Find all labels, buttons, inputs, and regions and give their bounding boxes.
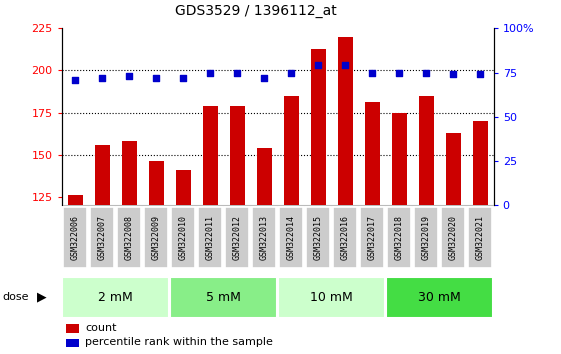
- FancyBboxPatch shape: [278, 277, 385, 318]
- Point: [367, 70, 376, 75]
- Text: GSM322016: GSM322016: [341, 215, 350, 260]
- Point: [206, 70, 215, 75]
- Bar: [473, 121, 488, 354]
- Point: [179, 75, 188, 81]
- Point: [98, 75, 107, 81]
- Bar: [365, 103, 380, 354]
- Bar: [149, 161, 164, 354]
- Bar: [66, 324, 79, 333]
- Text: GSM322008: GSM322008: [125, 215, 134, 260]
- Point: [314, 63, 323, 68]
- FancyBboxPatch shape: [415, 207, 438, 268]
- Bar: [284, 96, 298, 354]
- FancyBboxPatch shape: [333, 207, 357, 268]
- FancyBboxPatch shape: [387, 207, 411, 268]
- FancyBboxPatch shape: [62, 277, 169, 318]
- Text: GSM322021: GSM322021: [476, 215, 485, 260]
- Point: [151, 75, 160, 81]
- FancyBboxPatch shape: [117, 207, 141, 268]
- Text: GSM322015: GSM322015: [314, 215, 323, 260]
- Text: dose: dose: [3, 292, 29, 302]
- FancyBboxPatch shape: [442, 207, 465, 268]
- Point: [341, 63, 350, 68]
- Text: GSM322013: GSM322013: [260, 215, 269, 260]
- Text: GSM322011: GSM322011: [206, 215, 215, 260]
- Text: GSM322007: GSM322007: [98, 215, 107, 260]
- FancyBboxPatch shape: [386, 277, 494, 318]
- FancyBboxPatch shape: [63, 207, 87, 268]
- Text: GSM322017: GSM322017: [367, 215, 376, 260]
- Bar: [68, 195, 82, 354]
- Text: 2 mM: 2 mM: [98, 291, 133, 304]
- FancyBboxPatch shape: [199, 207, 222, 268]
- Bar: [176, 170, 191, 354]
- Bar: [311, 48, 325, 354]
- Point: [476, 72, 485, 77]
- Text: 10 mM: 10 mM: [310, 291, 353, 304]
- Point: [125, 73, 134, 79]
- Text: GDS3529 / 1396112_at: GDS3529 / 1396112_at: [175, 4, 337, 18]
- Text: GSM322018: GSM322018: [395, 215, 404, 260]
- Text: GSM322019: GSM322019: [422, 215, 431, 260]
- Text: GSM322009: GSM322009: [151, 215, 160, 260]
- FancyBboxPatch shape: [90, 207, 114, 268]
- Point: [395, 70, 404, 75]
- Bar: [446, 133, 461, 354]
- Bar: [392, 113, 407, 354]
- Bar: [66, 339, 79, 347]
- FancyBboxPatch shape: [144, 207, 168, 268]
- FancyBboxPatch shape: [226, 207, 249, 268]
- FancyBboxPatch shape: [360, 207, 384, 268]
- Point: [287, 70, 296, 75]
- Text: ▶: ▶: [37, 291, 47, 304]
- Point: [233, 70, 242, 75]
- Text: GSM322006: GSM322006: [71, 215, 80, 260]
- FancyBboxPatch shape: [468, 207, 492, 268]
- Point: [71, 77, 80, 82]
- Point: [422, 70, 431, 75]
- FancyBboxPatch shape: [170, 277, 278, 318]
- Text: 30 mM: 30 mM: [419, 291, 461, 304]
- Text: GSM322010: GSM322010: [179, 215, 188, 260]
- Text: GSM322014: GSM322014: [287, 215, 296, 260]
- Bar: [95, 145, 109, 354]
- Point: [449, 72, 458, 77]
- Point: [260, 75, 269, 81]
- Text: percentile rank within the sample: percentile rank within the sample: [85, 337, 273, 347]
- Bar: [257, 148, 272, 354]
- Text: 5 mM: 5 mM: [206, 291, 241, 304]
- Text: count: count: [85, 322, 117, 332]
- Bar: [203, 106, 218, 354]
- Text: GSM322020: GSM322020: [449, 215, 458, 260]
- FancyBboxPatch shape: [306, 207, 330, 268]
- Bar: [122, 141, 137, 354]
- Bar: [338, 37, 353, 354]
- Text: GSM322012: GSM322012: [233, 215, 242, 260]
- FancyBboxPatch shape: [171, 207, 195, 268]
- Bar: [230, 106, 245, 354]
- Bar: [419, 96, 434, 354]
- FancyBboxPatch shape: [252, 207, 276, 268]
- FancyBboxPatch shape: [279, 207, 303, 268]
